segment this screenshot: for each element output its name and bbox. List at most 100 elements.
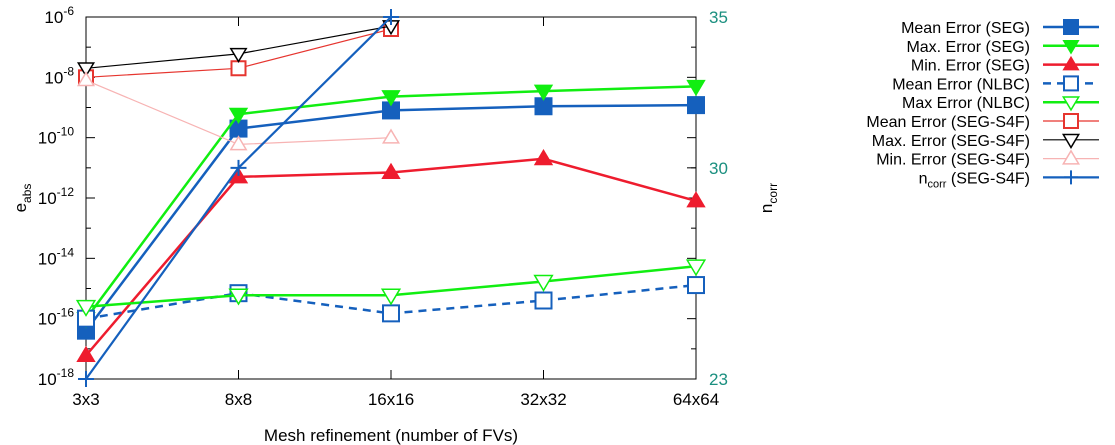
- x-tick-label: 32x32: [520, 390, 566, 409]
- legend-label-main: Mean Error (SEG): [901, 20, 1030, 37]
- legend-label: Max. Error (SEG-S4F): [872, 133, 1030, 150]
- tick-exponent: -12: [57, 185, 75, 199]
- x-tick-label: 64x64: [673, 390, 719, 409]
- data-point: [381, 90, 401, 107]
- data-point: [381, 162, 401, 180]
- left-tick-label: 10-18: [38, 366, 75, 389]
- data-point: [1064, 170, 1078, 185]
- legend-label: Mean Error (NLBC): [892, 76, 1030, 93]
- x-tick-label: 8x8: [225, 390, 252, 409]
- left-tick-label: 10-8: [44, 64, 74, 87]
- data-point: [76, 71, 96, 87]
- tick-base: 10: [38, 249, 57, 268]
- data-point: [382, 304, 400, 323]
- data-point: [78, 371, 94, 387]
- tick-base: 10: [38, 310, 57, 329]
- legend-label-main: Max. Error (SEG): [906, 39, 1030, 56]
- data-point: [533, 84, 554, 101]
- right-tick-label: 35: [709, 8, 728, 27]
- y-axis-label-right-main: n: [757, 204, 776, 213]
- legend-entry: Mean Error (NLBC): [892, 75, 1099, 93]
- series-7: [76, 71, 401, 151]
- tick-exponent: -6: [63, 4, 74, 18]
- data-point: [228, 107, 249, 124]
- legend-entry: Mean Error (SEG-S4F): [866, 113, 1099, 131]
- data-point: [687, 96, 705, 115]
- legend-entry: ncorr (SEG-S4F): [919, 170, 1099, 190]
- series-4: [75, 259, 707, 317]
- right-tick-label: 23: [709, 370, 728, 389]
- data-point: [685, 259, 707, 277]
- legend-label: Max Error (NLBC): [902, 95, 1030, 112]
- data-point: [686, 79, 706, 97]
- legend-label-main: Max Error (NLBC): [902, 95, 1030, 112]
- data-point: [687, 276, 705, 295]
- data-point: [534, 291, 553, 310]
- legend-entry: Min. Error (SEG): [911, 55, 1099, 75]
- data-point: [1061, 96, 1081, 112]
- data-point: [1063, 19, 1079, 35]
- data-point: [1063, 75, 1079, 92]
- left-tick-label: 10-10: [38, 125, 75, 148]
- series-2: [76, 148, 706, 363]
- y-axis-label-right: ncorr: [757, 183, 780, 213]
- legend-label-main: n: [919, 170, 928, 187]
- data-point: [229, 135, 248, 151]
- legend-label: Min. Error (SEG): [911, 58, 1030, 75]
- legend-label-suffix: (SEG-S4F): [946, 170, 1030, 187]
- data-point: [76, 345, 96, 363]
- legend-label-main: Max. Error (SEG-S4F): [872, 133, 1030, 150]
- left-tick-label: 10-14: [38, 245, 75, 268]
- y-axis-label-left-main: e: [11, 203, 30, 212]
- data-point: [1061, 149, 1081, 165]
- data-point: [228, 288, 249, 306]
- data-point: [230, 159, 247, 176]
- tick-base: 10: [38, 370, 57, 389]
- data-point: [380, 288, 402, 306]
- right-axis-tick-labels: 23 30 35: [687, 8, 728, 389]
- legend-label-main: Min. Error (SEG-S4F): [876, 152, 1030, 169]
- data-point: [381, 128, 401, 144]
- series-line: [85, 157, 697, 357]
- x-tick-label: 16x16: [368, 390, 414, 409]
- y-axis-label-left: eabs: [11, 184, 34, 213]
- tick-base: 10: [38, 189, 57, 208]
- legend-label-main: Mean Error (SEG-S4F): [866, 114, 1030, 131]
- legend-label-main: Mean Error (NLBC): [892, 76, 1030, 93]
- series-layer: [75, 9, 707, 387]
- data-point: [533, 274, 554, 292]
- y-axis-label-right-sub: corr: [766, 183, 780, 204]
- left-tick-label: 10-12: [38, 185, 75, 208]
- data-point: [229, 47, 248, 64]
- legend-label: Mean Error (SEG): [901, 20, 1030, 37]
- left-tick-label: 10-16: [38, 306, 75, 329]
- legend-label-main: Min. Error (SEG): [911, 58, 1030, 75]
- tick-exponent: -10: [57, 125, 75, 139]
- x-tick-label: 3x3: [72, 390, 99, 409]
- legend-label-sub: corr: [927, 178, 946, 190]
- series-line: [84, 85, 697, 320]
- legend: Mean Error (SEG) Max. Error (SEG) Min. Err…: [866, 19, 1099, 190]
- x-axis-tick-labels: 3x3 8x8 16x16 32x32 64x64: [72, 390, 719, 409]
- data-point: [1062, 55, 1080, 71]
- y-axis-label-left-sub: abs: [20, 184, 34, 203]
- legend-entry: Max. Error (SEG): [906, 39, 1099, 56]
- legend-label: ncorr (SEG-S4F): [919, 170, 1030, 190]
- tick-base: 10: [44, 68, 63, 87]
- legend-entry: Max. Error (SEG-S4F): [872, 133, 1099, 150]
- tick-base: 10: [44, 8, 63, 27]
- data-point: [75, 299, 97, 317]
- legend-label: Min. Error (SEG-S4F): [876, 152, 1030, 169]
- legend-label: Max. Error (SEG): [906, 39, 1030, 56]
- data-point: [1062, 40, 1080, 55]
- data-point: [1061, 133, 1081, 149]
- legend-entry: Mean Error (SEG): [901, 19, 1099, 37]
- left-tick-label: 10-6: [44, 4, 74, 27]
- data-point: [1063, 113, 1079, 129]
- tick-exponent: -14: [57, 245, 75, 259]
- data-point: [686, 191, 706, 208]
- tick-exponent: -16: [57, 306, 75, 320]
- right-tick-label: 30: [709, 159, 728, 178]
